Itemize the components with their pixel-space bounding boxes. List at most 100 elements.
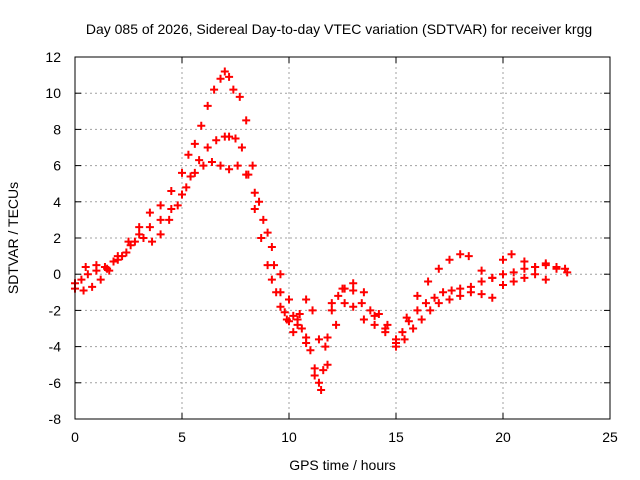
- data-point: [267, 275, 276, 284]
- data-point: [398, 328, 407, 337]
- x-tick-label: 25: [602, 429, 618, 445]
- y-tick-label: 6: [53, 158, 61, 174]
- data-point: [156, 201, 165, 210]
- data-point: [135, 230, 144, 239]
- data-point: [242, 170, 251, 179]
- data-point: [430, 293, 439, 302]
- y-tick-label: -8: [49, 411, 62, 427]
- data-point: [145, 223, 154, 232]
- data-point: [359, 315, 368, 324]
- data-points: [71, 67, 572, 395]
- data-point: [216, 161, 225, 170]
- data-point: [417, 315, 426, 324]
- data-point: [148, 237, 157, 246]
- data-point: [190, 168, 199, 177]
- data-point: [466, 288, 475, 297]
- data-point: [366, 306, 375, 315]
- data-point: [105, 266, 114, 275]
- data-point: [83, 270, 92, 279]
- data-point: [349, 286, 358, 295]
- data-point: [488, 293, 497, 302]
- data-point: [400, 335, 409, 344]
- data-point: [306, 346, 315, 355]
- data-point: [276, 302, 285, 311]
- data-point: [257, 234, 266, 242]
- data-point: [445, 295, 454, 304]
- data-point: [531, 270, 540, 279]
- data-point: [392, 342, 400, 351]
- data-point: [231, 134, 240, 143]
- x-tick-label: 5: [178, 429, 186, 445]
- data-point: [314, 335, 323, 344]
- data-point: [242, 116, 251, 125]
- data-point: [276, 270, 285, 279]
- data-point: [248, 161, 257, 170]
- data-point: [267, 243, 276, 252]
- data-point: [293, 320, 302, 329]
- data-point: [237, 143, 246, 152]
- data-point: [145, 208, 154, 217]
- data-point: [507, 250, 516, 259]
- data-point: [255, 197, 264, 206]
- data-point: [477, 290, 486, 299]
- data-point: [319, 366, 328, 375]
- data-point: [402, 313, 411, 322]
- data-point: [233, 161, 242, 170]
- data-point: [357, 299, 366, 308]
- data-point: [374, 310, 383, 319]
- data-point: [488, 273, 497, 282]
- data-point: [464, 252, 473, 261]
- data-point: [541, 259, 550, 268]
- data-point: [409, 324, 418, 333]
- data-point: [282, 315, 291, 324]
- data-point: [445, 255, 454, 264]
- data-point: [359, 288, 368, 297]
- data-point: [477, 277, 486, 286]
- data-point: [332, 320, 341, 329]
- data-point: [295, 310, 304, 319]
- y-axis-label: SDTVAR / TECUs: [5, 182, 21, 294]
- data-point: [314, 378, 323, 387]
- data-point: [456, 284, 465, 293]
- data-point: [165, 215, 174, 224]
- data-point: [541, 275, 550, 284]
- data-point: [250, 188, 259, 197]
- plot-frame: [74, 56, 611, 420]
- data-point: [81, 262, 90, 271]
- data-point: [349, 279, 358, 288]
- data-point: [338, 284, 347, 293]
- data-point: [552, 264, 561, 273]
- data-point: [477, 266, 486, 275]
- data-point: [156, 230, 165, 239]
- data-point: [96, 275, 105, 284]
- data-point: [381, 328, 390, 337]
- data-point: [413, 291, 422, 300]
- data-point: [499, 255, 507, 264]
- data-point: [270, 261, 279, 270]
- data-point: [424, 277, 433, 286]
- data-point: [220, 67, 229, 76]
- data-point: [203, 101, 212, 110]
- data-point: [263, 228, 272, 237]
- data-point: [456, 250, 465, 259]
- data-point: [259, 215, 268, 224]
- data-point: [285, 295, 293, 304]
- data-point: [520, 264, 529, 273]
- data-point: [321, 342, 330, 351]
- data-point: [88, 282, 97, 291]
- data-point: [426, 306, 435, 315]
- data-point: [210, 85, 219, 94]
- data-point: [447, 286, 456, 295]
- data-point: [456, 291, 465, 300]
- grid-lines: [75, 57, 610, 419]
- data-point: [302, 295, 311, 304]
- data-point: [186, 172, 195, 181]
- data-point: [139, 234, 148, 242]
- data-point: [235, 92, 244, 101]
- data-point: [289, 328, 298, 337]
- data-point: [499, 270, 507, 279]
- data-point: [77, 275, 86, 284]
- data-point: [79, 286, 88, 295]
- data-point: [280, 308, 289, 317]
